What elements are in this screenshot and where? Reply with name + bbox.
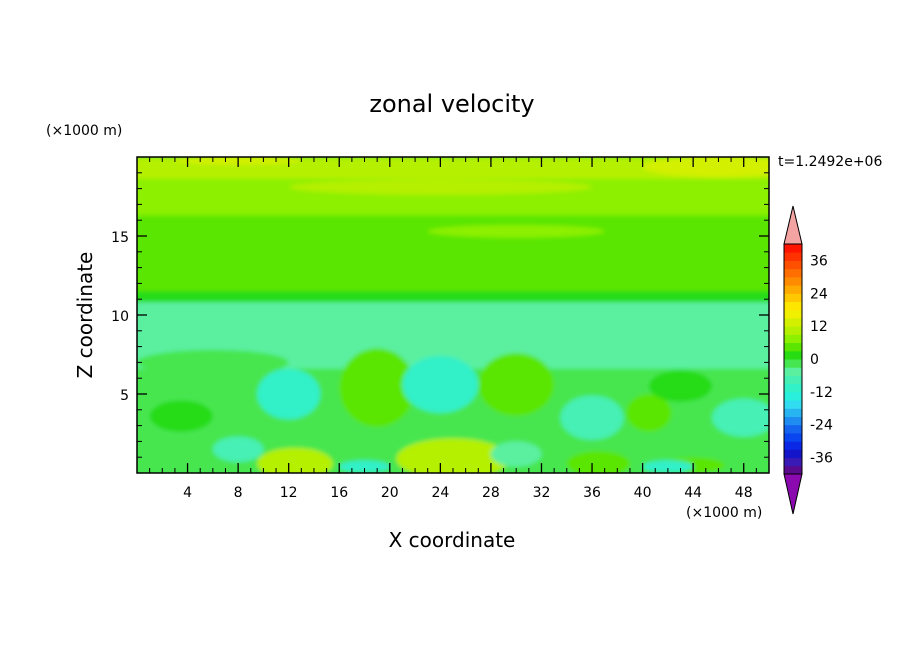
contour-band-2 xyxy=(137,215,769,292)
contour-blob-11 xyxy=(149,400,213,432)
time-label: t=1.2492e+06 xyxy=(778,154,882,170)
colorbar-label-4: -12 xyxy=(810,385,833,401)
y-axis-label: Z coordinate xyxy=(73,252,97,379)
y-axis: 5 10 15 xyxy=(111,172,769,458)
colorbar-segment-11 xyxy=(784,375,802,385)
colorbar-under-arrow xyxy=(783,473,803,515)
colorbar-segment-2 xyxy=(784,449,802,459)
colorbar-segment-19 xyxy=(784,309,802,319)
y-tick-label-0: 5 xyxy=(120,388,129,404)
x-tick-label-11: 48 xyxy=(735,485,753,501)
colorbar-segment-8 xyxy=(784,400,802,409)
contour-blob-16 xyxy=(257,447,333,473)
contour-blob-13 xyxy=(402,356,479,413)
colorbar-segment-10 xyxy=(784,383,802,393)
colorbar-segment-16 xyxy=(784,334,802,344)
contour-blob-3 xyxy=(288,179,593,195)
contour-field xyxy=(137,157,769,473)
x-axis-label: X coordinate xyxy=(389,528,516,552)
colorbar-segment-24 xyxy=(784,268,802,278)
colorbar-segment-1 xyxy=(784,457,802,467)
contour-blob-14 xyxy=(560,395,624,440)
colorbar-label-2: 12 xyxy=(810,319,828,335)
contour-blob-4 xyxy=(301,319,428,336)
contour-band-0 xyxy=(137,157,769,180)
x-tick-label-5: 24 xyxy=(431,485,449,501)
x-axis: 4 8 12 16 20 24 28 32 36 40 44 48 xyxy=(149,157,757,501)
x-tick-label-4: 20 xyxy=(381,485,399,501)
colorbar-over-arrow xyxy=(783,205,803,245)
colorbar-segment-15 xyxy=(784,342,802,352)
colorbar-segment-20 xyxy=(784,301,802,311)
x-tick-label-7: 32 xyxy=(533,485,551,501)
colorbar-segment-27 xyxy=(784,244,802,253)
colorbar-label-5: -24 xyxy=(810,418,833,434)
colorbar-segment-13 xyxy=(784,359,802,368)
contour-blob-18 xyxy=(566,450,630,473)
colorbar-segment-18 xyxy=(784,317,802,327)
contour-blob-8 xyxy=(478,352,555,417)
contour-blob-7 xyxy=(339,348,416,428)
colorbar-label-6: -36 xyxy=(810,451,833,467)
x-tick-label-2: 12 xyxy=(280,485,298,501)
contour-blob-22 xyxy=(212,436,264,462)
colorbar-segment-14 xyxy=(784,350,802,360)
x-tick-label-8: 36 xyxy=(583,485,601,501)
contour-blob-9 xyxy=(626,394,672,432)
colorbar-label-1: 24 xyxy=(810,286,828,302)
contour-blob-17 xyxy=(396,438,510,473)
colorbar-segment-23 xyxy=(784,276,802,286)
chart-title: zonal velocity xyxy=(369,90,534,118)
y-tick-label-1: 10 xyxy=(111,309,129,325)
colorbar-segment-3 xyxy=(784,441,802,450)
colorbar-frame xyxy=(783,243,803,475)
x-tick-label-9: 40 xyxy=(634,485,652,501)
x-tick-label-6: 28 xyxy=(482,485,500,501)
colorbar-segment-22 xyxy=(784,285,802,294)
colorbar-segment-7 xyxy=(784,408,802,417)
x-tick-label-0: 4 xyxy=(183,485,192,501)
contour-shapes xyxy=(137,157,769,473)
contour-blob-10 xyxy=(648,370,713,402)
colorbar-segment-21 xyxy=(784,293,802,302)
colorbar-segment-17 xyxy=(784,326,802,335)
colorbar-segment-4 xyxy=(784,432,802,442)
colorbar-segment-25 xyxy=(784,260,802,270)
contour-blob-0 xyxy=(642,157,769,178)
contour-blob-5 xyxy=(440,332,593,349)
colorbar-segment-5 xyxy=(784,424,802,434)
colorbar-label-0: 36 xyxy=(810,253,828,269)
colorbar-segment-9 xyxy=(784,391,802,401)
colorbar-segment-0 xyxy=(784,465,802,475)
contour-band-3 xyxy=(137,291,769,303)
x-tick-label-10: 44 xyxy=(684,485,702,501)
x-axis-unit: (×1000 m) xyxy=(686,505,762,521)
contour-blob-15 xyxy=(712,398,769,437)
contour-blob-6 xyxy=(137,349,289,376)
colorbar-segment-6 xyxy=(784,416,802,426)
colorbar-segment-12 xyxy=(784,367,802,376)
contour-blob-2 xyxy=(427,224,605,238)
colorbar: 36 24 12 0 -12 -24 -36 xyxy=(783,205,833,515)
colorbar-label-3: 0 xyxy=(810,352,819,368)
x-tick-label-3: 16 xyxy=(330,485,348,501)
contour-blob-12 xyxy=(257,368,321,420)
colorbar-segment-26 xyxy=(784,252,802,261)
y-axis-unit: (×1000 m) xyxy=(46,123,122,139)
y-tick-label-2: 15 xyxy=(111,230,129,246)
contour-blob-23 xyxy=(490,441,542,467)
x-tick-label-1: 8 xyxy=(234,485,243,501)
